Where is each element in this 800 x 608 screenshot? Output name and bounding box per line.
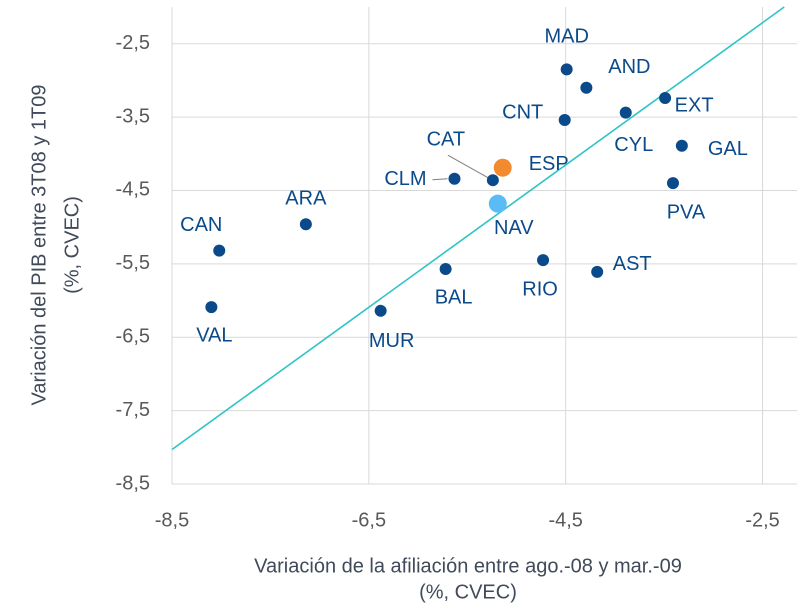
y-tick-label: -8,5 xyxy=(116,472,150,494)
point xyxy=(488,194,507,213)
point-label: NAV xyxy=(494,217,534,239)
point xyxy=(580,81,593,94)
point-label: GAL xyxy=(708,138,748,160)
y-tick-label: -3,5 xyxy=(116,105,150,127)
y-axis-title: Variación del PIB entre 3T08 y 1T09 xyxy=(28,85,50,406)
point xyxy=(439,262,452,275)
point-label: ESP xyxy=(529,153,569,175)
point-label: VAL xyxy=(196,324,232,346)
point xyxy=(486,174,499,187)
point-label: MAD xyxy=(544,26,588,48)
point-label: RIO xyxy=(522,278,558,300)
point xyxy=(591,265,604,278)
y-tick-label: -2,5 xyxy=(116,32,150,54)
point-label: PVA xyxy=(667,201,706,223)
point-label: CAT xyxy=(427,128,466,150)
point xyxy=(666,177,679,190)
point-label: CAN xyxy=(180,214,222,236)
point xyxy=(213,244,226,257)
point-label: AST xyxy=(613,253,652,275)
point xyxy=(448,172,461,185)
point xyxy=(560,63,573,76)
x-tick-label: -2,5 xyxy=(745,509,779,531)
point-label: MUR xyxy=(369,330,415,352)
point xyxy=(205,301,218,314)
point-label: CYL xyxy=(614,134,653,156)
y-axis-title: (%, CVEC) xyxy=(61,196,83,294)
y-tick-label: -4,5 xyxy=(116,179,150,201)
x-tick-label: -6,5 xyxy=(352,509,386,531)
leader-line xyxy=(447,154,490,179)
x-axis-title: (%, CVEC) xyxy=(419,581,517,603)
point xyxy=(537,254,550,267)
point-label: AND xyxy=(608,56,650,78)
point xyxy=(659,91,672,104)
y-tick-label: -7,5 xyxy=(116,399,150,421)
y-tick-label: -6,5 xyxy=(116,326,150,348)
point-label: CNT xyxy=(502,101,543,123)
point xyxy=(619,106,632,119)
point-label: ARA xyxy=(285,187,327,209)
point xyxy=(675,139,688,152)
point-label: EXT xyxy=(675,94,714,116)
leader-line xyxy=(432,178,448,181)
y-tick-label: -5,5 xyxy=(116,252,150,274)
point xyxy=(558,114,571,127)
point xyxy=(493,158,512,177)
point-label: BAL xyxy=(435,286,473,308)
trend-line xyxy=(171,6,785,451)
x-tick-label: -4,5 xyxy=(548,509,582,531)
point xyxy=(299,218,312,231)
x-tick-label: -8,5 xyxy=(155,509,189,531)
point-label: CLM xyxy=(384,168,426,190)
x-axis-title: Variación de la afiliación entre ago.-08… xyxy=(254,555,682,577)
point xyxy=(374,304,387,317)
